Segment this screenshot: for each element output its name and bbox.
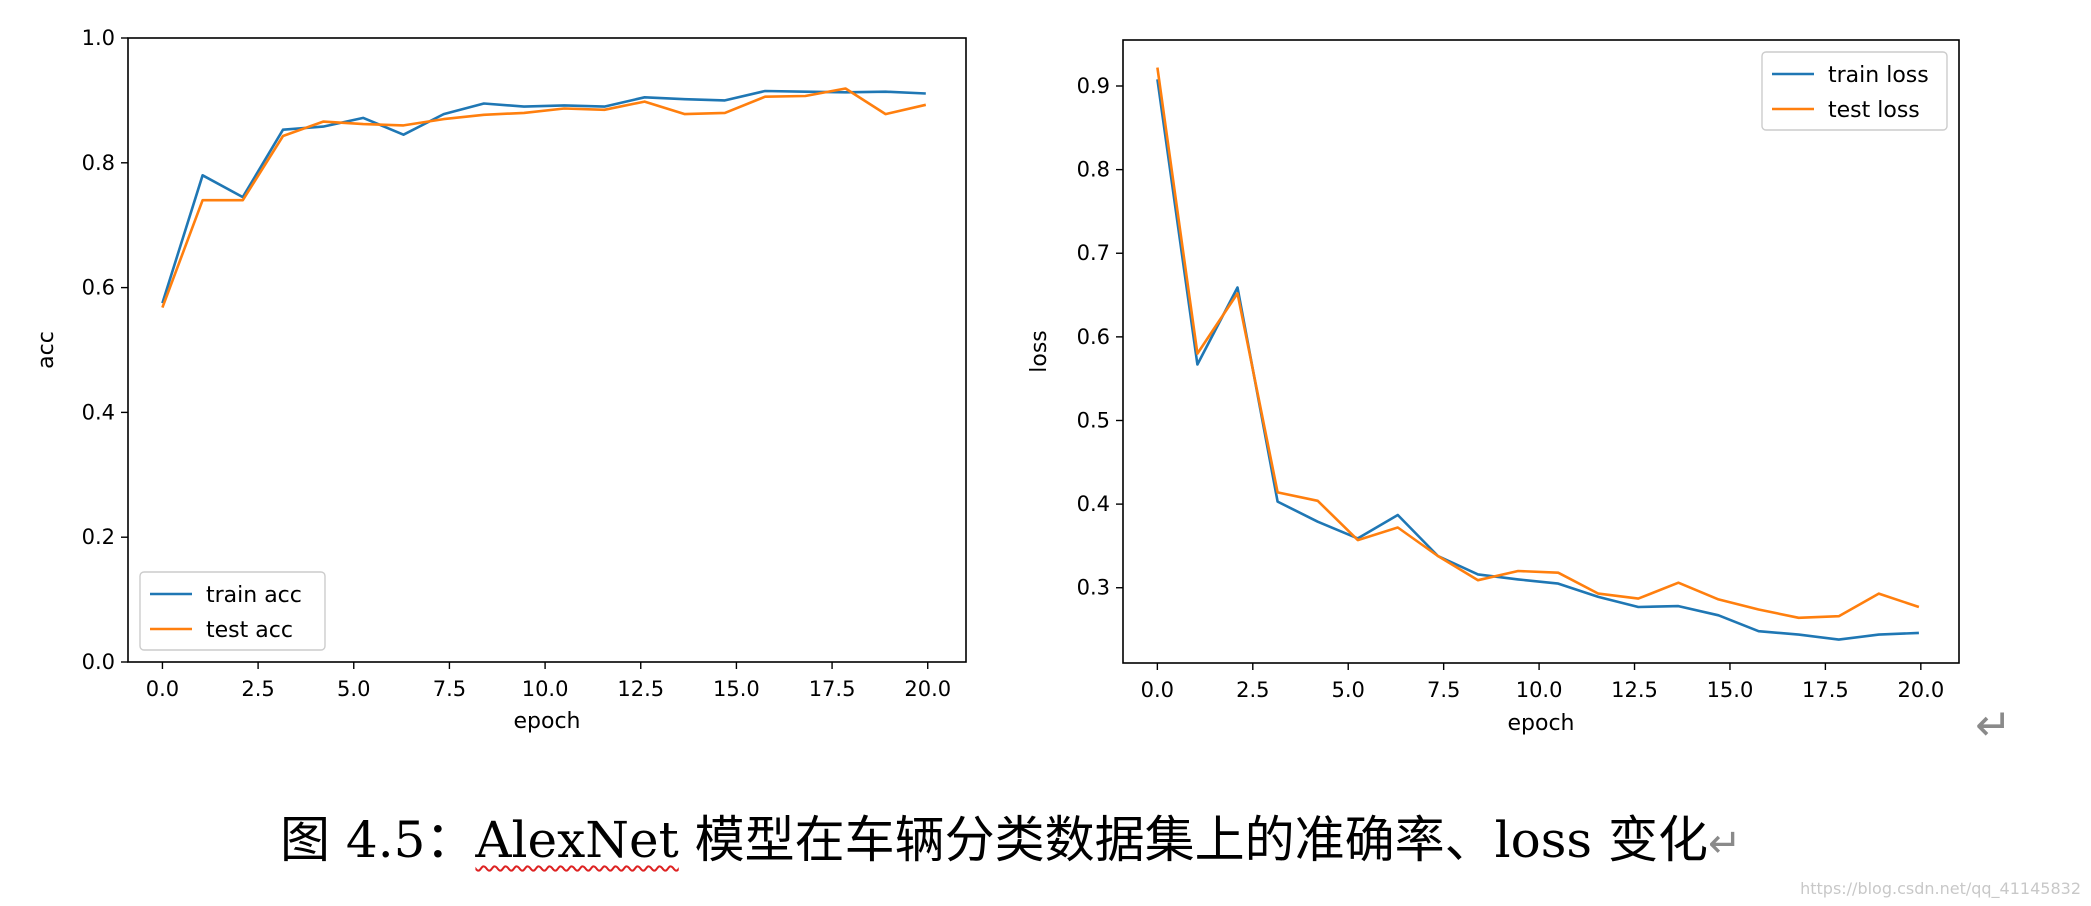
y-tick-label: 0.6 — [82, 276, 115, 300]
x-tick-label: 2.5 — [241, 677, 274, 701]
y-axis-label: loss — [1027, 330, 1052, 373]
accuracy-chart: 0.0 2.5 5.0 7.5 10.0 12.5 15.0 17.5 20.0 0.0 0.2 0.… — [34, 26, 967, 734]
y-tick-label: 0.8 — [1077, 158, 1110, 182]
x-tick-label: 2.5 — [1236, 678, 1269, 702]
x-tick-label: 7.5 — [433, 677, 466, 701]
x-tick-label: 12.5 — [617, 677, 664, 701]
caption-return-icon: ↵ — [1707, 821, 1742, 867]
y-tick-label: 0.2 — [82, 525, 115, 549]
charts-canvas: 0.0 2.5 5.0 7.5 10.0 12.5 15.0 17.5 20.0 0.0 0.2 0.… — [34, 26, 1960, 736]
y-tick-label: 0.0 — [82, 650, 115, 674]
y-tick-label: 0.7 — [1077, 241, 1110, 265]
y-tick-label: 0.5 — [1077, 408, 1110, 432]
caption-prefix: 图 4.5： — [280, 811, 476, 869]
x-tick-label: 5.0 — [1332, 678, 1365, 702]
x-axis-label: epoch — [1508, 711, 1575, 736]
x-tick-label: 20.0 — [904, 677, 951, 701]
y-tick-label: 0.8 — [82, 151, 115, 175]
legend-label: train acc — [206, 583, 302, 608]
y-tick-label: 0.6 — [1077, 325, 1110, 349]
x-tick-label: 12.5 — [1611, 678, 1658, 702]
series-line-train-acc — [161, 89, 926, 304]
watermark: https://blog.csdn.net/qq_41145832 — [1800, 879, 2081, 898]
x-axis-label: epoch — [514, 709, 581, 734]
y-tick-label: 0.4 — [82, 400, 115, 424]
y-axis-label: acc — [34, 331, 59, 369]
caption-suffix: 模型在车辆分类数据集上的准确率、loss 变化 — [678, 811, 1708, 869]
x-tick-label: 10.0 — [522, 677, 569, 701]
caption-model-name: AlexNet — [475, 811, 679, 869]
return-mark-icon: ↵ — [1975, 700, 2012, 751]
legend: train acc test acc — [139, 571, 326, 651]
series-line-test-acc — [161, 87, 927, 309]
y-tick-label: 0.4 — [1077, 492, 1110, 516]
x-tick-label: 5.0 — [337, 677, 370, 701]
x-tick-label: 7.5 — [1427, 678, 1460, 702]
x-tick-label: 17.5 — [1802, 678, 1849, 702]
legend-label: test loss — [1828, 98, 1920, 123]
loss-chart: 0.0 2.5 5.0 7.5 10.0 12.5 15.0 17.5 20.0 0.3 0.4 0.… — [1027, 39, 1960, 736]
series-line-train-loss — [1156, 79, 1919, 641]
y-tick-label: 0.9 — [1077, 74, 1110, 98]
series-line-test-loss — [1156, 67, 1920, 620]
x-tick-label: 10.0 — [1516, 678, 1563, 702]
x-tick-label: 15.0 — [1707, 678, 1754, 702]
x-tick-label: 20.0 — [1897, 678, 1944, 702]
plot-frame — [1122, 39, 1960, 664]
x-tick-label: 15.0 — [713, 677, 760, 701]
legend-label: train loss — [1828, 63, 1929, 88]
legend: train loss test loss — [1761, 51, 1948, 131]
y-tick-label: 1.0 — [82, 26, 115, 50]
legend-box — [139, 571, 326, 651]
x-tick-label: 0.0 — [1141, 678, 1174, 702]
x-tick-label: 17.5 — [809, 677, 856, 701]
legend-label: test acc — [206, 618, 293, 643]
x-tick-label: 0.0 — [146, 677, 179, 701]
legend-box — [1761, 51, 1948, 131]
plot-frame — [127, 37, 967, 663]
y-tick-label: 0.3 — [1077, 576, 1110, 600]
